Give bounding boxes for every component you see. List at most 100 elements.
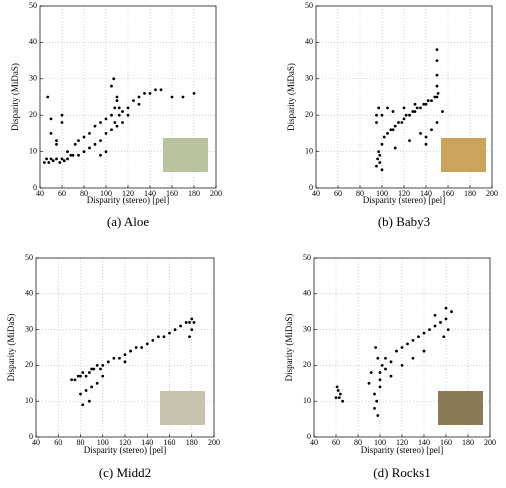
point — [47, 161, 51, 164]
point — [134, 346, 138, 349]
point — [424, 102, 428, 106]
point — [81, 403, 85, 407]
x-tick-label: 100 — [376, 189, 388, 198]
point — [436, 91, 440, 95]
point — [88, 399, 91, 403]
point — [435, 121, 439, 124]
point — [435, 48, 439, 52]
x-tick-label: 120 — [396, 438, 408, 447]
point — [137, 95, 141, 99]
x-tick-label: 160 — [442, 189, 454, 198]
point — [400, 364, 404, 367]
thumbnail-midd2 — [160, 391, 205, 425]
point — [408, 139, 411, 143]
x-tick-label: 60 — [334, 189, 342, 198]
point — [84, 389, 88, 392]
x-tick-label: 180 — [462, 438, 474, 447]
point — [428, 328, 431, 331]
point — [92, 367, 96, 371]
point — [137, 102, 141, 106]
point — [110, 113, 113, 117]
x-axis-label: Disparity (stereo) [pel] — [363, 195, 445, 205]
point — [192, 321, 196, 324]
point — [82, 150, 86, 154]
x-tick-label: 100 — [100, 189, 112, 198]
point — [104, 150, 108, 154]
point — [71, 153, 75, 157]
point — [378, 378, 382, 382]
point — [159, 88, 163, 92]
point — [66, 150, 69, 154]
point — [154, 88, 157, 92]
y-tick-label: 20 — [29, 110, 37, 119]
point — [113, 121, 117, 124]
point — [99, 121, 102, 124]
x-tick-label: 140 — [144, 189, 156, 198]
point — [81, 371, 85, 374]
point — [99, 367, 102, 371]
y-tick-label: 50 — [25, 253, 33, 262]
point — [400, 346, 404, 349]
point — [426, 99, 430, 103]
point — [444, 306, 448, 310]
x-tick-label: 180 — [188, 189, 200, 198]
point — [435, 84, 439, 88]
point — [373, 392, 376, 396]
x-tick-label: 200 — [208, 438, 220, 447]
point — [126, 113, 130, 117]
point — [444, 317, 448, 321]
point — [113, 106, 117, 110]
point — [339, 392, 342, 396]
point — [168, 331, 171, 335]
point — [384, 356, 387, 360]
y-tick-label: 10 — [29, 146, 37, 155]
x-tick-label: 180 — [186, 438, 198, 447]
x-tick-label: 60 — [54, 438, 62, 447]
thumbnails — [160, 138, 486, 425]
y-tick-label: 0 — [29, 432, 33, 441]
panel: 40 60 80 100 120 140 160 180 200 0 10 20 30 40 50 Dispa… — [284, 253, 496, 480]
y-tick-label: 30 — [25, 324, 33, 333]
point — [413, 110, 417, 113]
point — [435, 73, 439, 77]
point — [415, 106, 419, 110]
point — [336, 389, 340, 392]
x-axis-label: Disparity (stereo) [pel] — [87, 195, 169, 205]
point — [121, 121, 124, 124]
point — [402, 106, 406, 110]
x-tick-label: 160 — [164, 438, 176, 447]
point — [43, 161, 46, 164]
point — [376, 414, 380, 417]
point — [337, 396, 341, 400]
y-tick-label: 10 — [303, 396, 311, 405]
point — [84, 374, 88, 378]
point — [123, 353, 127, 357]
point — [88, 146, 91, 150]
point — [375, 113, 378, 117]
point — [378, 161, 382, 164]
point — [55, 139, 58, 143]
point — [115, 99, 119, 103]
point — [375, 399, 379, 403]
point — [112, 356, 116, 360]
x-tick-label: 120 — [119, 438, 131, 447]
point — [335, 385, 339, 389]
point — [411, 356, 415, 360]
point — [148, 91, 152, 95]
point — [140, 346, 144, 349]
point — [369, 371, 373, 374]
point — [192, 91, 196, 95]
point — [417, 335, 420, 339]
point — [435, 59, 439, 62]
x-tick-label: 160 — [166, 189, 178, 198]
x-tick-label: 140 — [141, 438, 153, 447]
point — [115, 95, 119, 99]
point — [413, 102, 417, 106]
point — [95, 364, 99, 367]
point — [433, 95, 437, 99]
point — [110, 128, 113, 132]
point — [433, 313, 437, 317]
point — [88, 371, 91, 374]
y-tick-label: 0 — [307, 432, 311, 441]
y-tick-label: 0 — [309, 183, 313, 192]
